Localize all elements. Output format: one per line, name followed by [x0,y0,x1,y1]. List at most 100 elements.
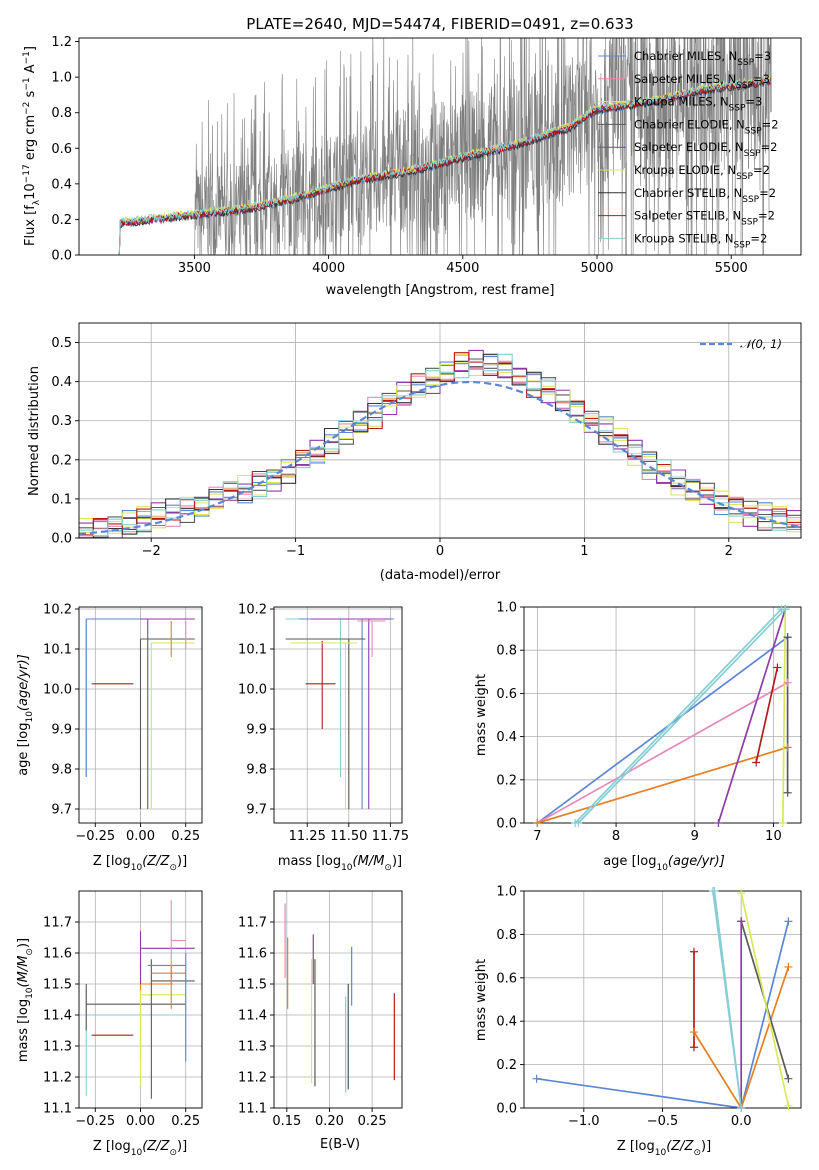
x-tick-label: −0.25 [75,829,115,844]
weight-line-4 [740,893,790,1106]
weight-marker [737,889,746,898]
y-tick-label: 1.2 [51,35,72,50]
label-part: SSP [729,104,746,114]
label-part: =3 [745,95,762,109]
weight-line-6 [755,667,779,763]
label-part: Z [log [93,1139,131,1154]
weight-line-0 [536,636,789,823]
weight-marker [783,743,792,752]
label-part: Salpeter STELIB, N [634,209,741,223]
x-tick-label: 0.0 [731,1114,752,1129]
y-tick-label: 11.1 [238,1102,267,1117]
y-tick-label: 11.4 [43,1009,72,1024]
label-part: =2 [761,140,778,154]
x-tick-label: 0.15 [272,1114,301,1129]
x-tick-label: 1 [580,544,588,559]
label-part: SSP [742,195,759,205]
y-tick-label: 0.2 [496,773,517,788]
y-tick-label: 0.6 [51,142,72,157]
y-tick-label: 0.8 [496,928,517,943]
label-part: 10 [131,1148,143,1158]
x-tick-label: −2 [142,544,161,559]
x-tick-label: 11.25 [289,829,326,844]
label-part: −1 [22,51,32,64]
plot-area-massweight-vs-Z [536,891,790,1108]
histogram-5 [79,354,801,534]
y-tick-label: 1.0 [496,885,517,900]
label-part: =3 [753,72,770,86]
y-tick-label: 9.7 [246,803,267,818]
label-part: SSP [745,126,762,136]
weight-marker [532,1074,541,1083]
y-tick-label: 11.7 [238,916,267,931]
y-tick-label: 0.3 [51,414,72,429]
label-part: )] [16,938,31,948]
label-part: SSP [736,172,753,182]
y-tick-label: 0.6 [496,687,517,702]
x-tick-label: 4000 [312,261,345,276]
axes-mass-vs-EBV: 0.15 0.20 0.25 11.1 11.2 11.3 11.4 11.5 11.6 11.7 [238,890,403,1129]
x-tick-label: −1.0 [568,1114,600,1129]
x-tick-label: 11.75 [372,829,409,844]
x-axis-label: Z [log10(Z/Z⊙)] [617,1139,711,1158]
y-tick-label: 11.5 [238,978,267,993]
x-tick-label: 0.00 [126,829,155,844]
x-axis-label: (data-model)/error [380,568,501,583]
plot-area-age-vs-mass [285,618,394,809]
x-axis-label: E(B-V) [320,1137,360,1152]
plot-area-residuals [79,349,801,538]
axes-massweight-vs-age: 7 8 9 10 0.0 0.2 0.4 0.6 0.8 1.0 [496,601,802,844]
label-part: Z [log [93,854,131,869]
legend-label: Kroupa STELIB, NSSP=2 [634,231,767,250]
label-part: (Z/Z [666,1139,694,1154]
y-tick-label: 0.6 [496,971,517,986]
y-axis-label: Flux [fλ10−17 erg cm−2 s−1 A−1] [22,46,42,246]
x-tick-label: 9 [691,829,699,844]
y-axis-label: age [log10(age/yr)] [16,654,35,776]
y-tick-label: 9.9 [51,723,72,738]
y-tick-label: 11.6 [43,947,72,962]
label-part: −2 [22,102,32,115]
label-part: =2 [753,163,770,177]
x-tick-label: 0.25 [358,1114,387,1129]
y-tick-label: 11.6 [238,947,267,962]
weight-marker [783,678,792,687]
legend-label: 𝒩(0, 1) [740,337,782,351]
y-tick-label: 10.2 [43,603,72,618]
label-part: erg cm [23,115,38,164]
y-tick-label: 11.1 [43,1102,72,1117]
figure-title: PLATE=2640, MJD=54474, FIBERID=0491, z=0… [246,15,633,33]
x-tick-label: −0.25 [75,1114,115,1129]
label-part: Chabrier MILES, N [634,49,737,63]
label-part: (M/M [353,854,385,869]
y-tick-label: 10.2 [238,603,267,618]
y-tick-label: 10.0 [238,683,267,698]
y-tick-label: 0.0 [496,817,517,832]
y-tick-label: 9.8 [51,763,72,778]
y-tick-label: 0.4 [51,375,72,390]
x-tick-label: 11.50 [330,829,367,844]
x-axis-label: wavelength [Angstrom, rest frame] [326,283,555,298]
label-part: SSP [737,58,754,68]
label-part: 10 [655,1148,667,1158]
x-tick-label: 0.20 [315,1114,344,1129]
axes-frame [273,890,403,1109]
label-part: −1 [22,77,32,90]
x-axis-label: age [log10(age/yr)] [603,854,725,873]
y-tick-label: 0.2 [51,453,72,468]
label-part: mass [log [278,854,341,869]
weight-line-8 [577,608,786,823]
y-tick-label: 0.8 [496,644,517,659]
observed-spectrum [194,38,772,255]
x-tick-label: 0.00 [126,1114,155,1129]
legend-label: Chabrier STELIB, NSSP=2 [634,186,776,205]
weight-marker [714,819,723,827]
label-part: 10 [656,863,668,873]
label-part: =2 [762,117,779,131]
label-part: =2 [758,209,775,223]
label-part: ⊙ [169,1148,177,1158]
weight-marker [784,962,793,971]
weight-marker [689,1028,698,1037]
axes-massweight-vs-Z: −1.0 −0.5 0.0 0.0 0.2 0.4 0.6 0.8 1.0 [496,885,802,1129]
label-part: Kroupa MILES, N [634,95,729,109]
